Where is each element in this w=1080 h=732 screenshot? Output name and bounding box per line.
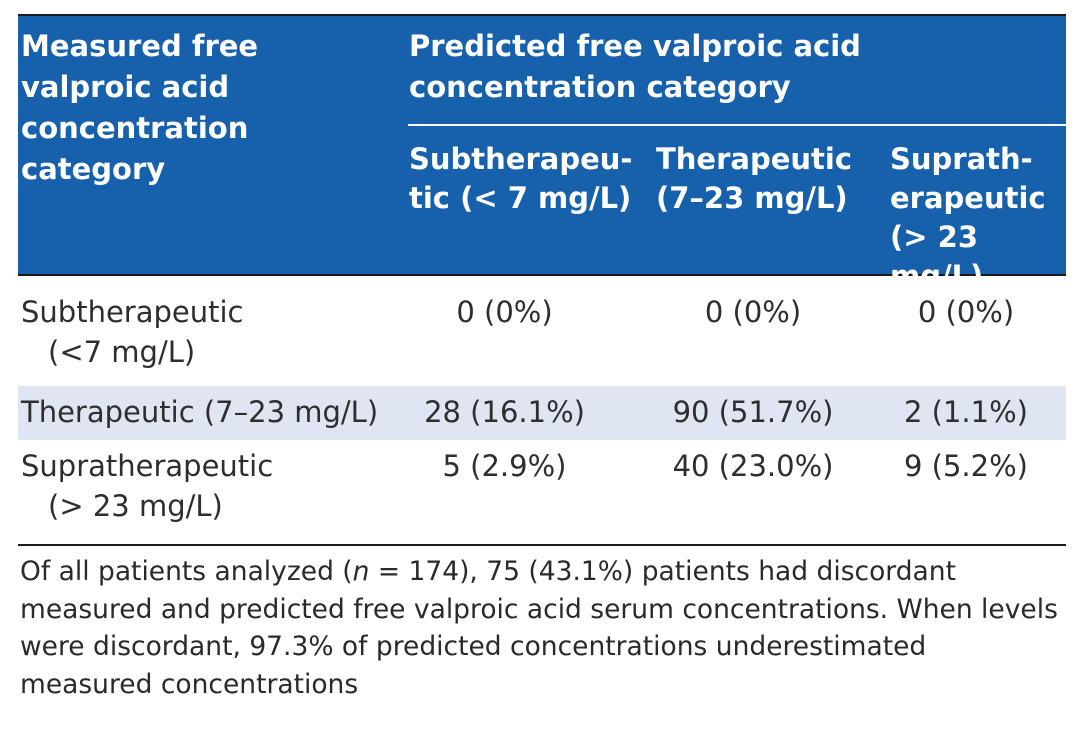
table-bottom-rule xyxy=(18,544,1066,546)
table-row: Subtherapeutic (<7 mg/L) 0 (0%) 0 (0%) 0… xyxy=(18,276,1066,386)
column-header-subtherapeutic: Subtherapeu- tic (< 7 mg/L) xyxy=(409,142,633,215)
row-label: Supratherapeutic (> 23 mg/L) xyxy=(21,449,274,523)
results-table: Measured free valproic acid concentratio… xyxy=(18,14,1066,546)
table-row-highlighted: Therapeutic (7–23 mg/L) 28 (16.1%) 90 (5… xyxy=(18,386,1066,440)
table-row: Supratherapeutic (> 23 mg/L) 5 (2.9%) 40… xyxy=(18,440,1066,544)
predicted-category-header: Predicted free valproic acid concentrati… xyxy=(409,29,861,104)
table-header: Measured free valproic acid concentratio… xyxy=(18,14,1066,293)
table-cell: 2 (1.1%) xyxy=(904,395,1028,429)
measured-category-header: Measured free valproic acid concentratio… xyxy=(21,29,259,186)
table-cell: 5 (2.9%) xyxy=(442,449,567,483)
table-cell: 9 (5.2%) xyxy=(904,449,1028,483)
column-header-therapeutic: Therapeutic (7–23 mg/L) xyxy=(656,142,853,215)
table-cell: 28 (16.1%) xyxy=(424,395,585,429)
table-cell: 0 (0%) xyxy=(456,295,553,329)
header-divider xyxy=(408,124,1066,126)
row-label: Therapeutic (7–23 mg/L) xyxy=(21,395,379,429)
table-cell: 90 (51.7%) xyxy=(672,395,834,429)
table-cell: 0 (0%) xyxy=(704,295,802,329)
column-header-supratherapeutic: Suprath- erapeutic (> 23 mg/L) xyxy=(890,142,1046,293)
row-label: Subtherapeutic (<7 mg/L) xyxy=(21,295,244,369)
table-cell: 0 (0%) xyxy=(917,295,1015,329)
table-cell: 40 (23.0%) xyxy=(672,449,834,483)
table-footnote: Of all patients analyzed (n = 174), 75 (… xyxy=(20,556,1058,700)
